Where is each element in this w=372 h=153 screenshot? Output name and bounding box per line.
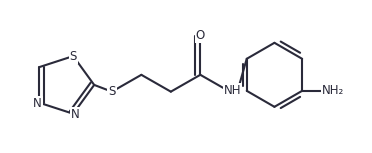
Text: S: S <box>108 85 116 98</box>
Text: NH₂: NH₂ <box>322 84 344 97</box>
Text: N: N <box>71 108 79 121</box>
Text: N: N <box>33 97 42 110</box>
Text: S: S <box>70 50 77 63</box>
Text: NH: NH <box>224 84 241 97</box>
Text: O: O <box>196 29 205 42</box>
